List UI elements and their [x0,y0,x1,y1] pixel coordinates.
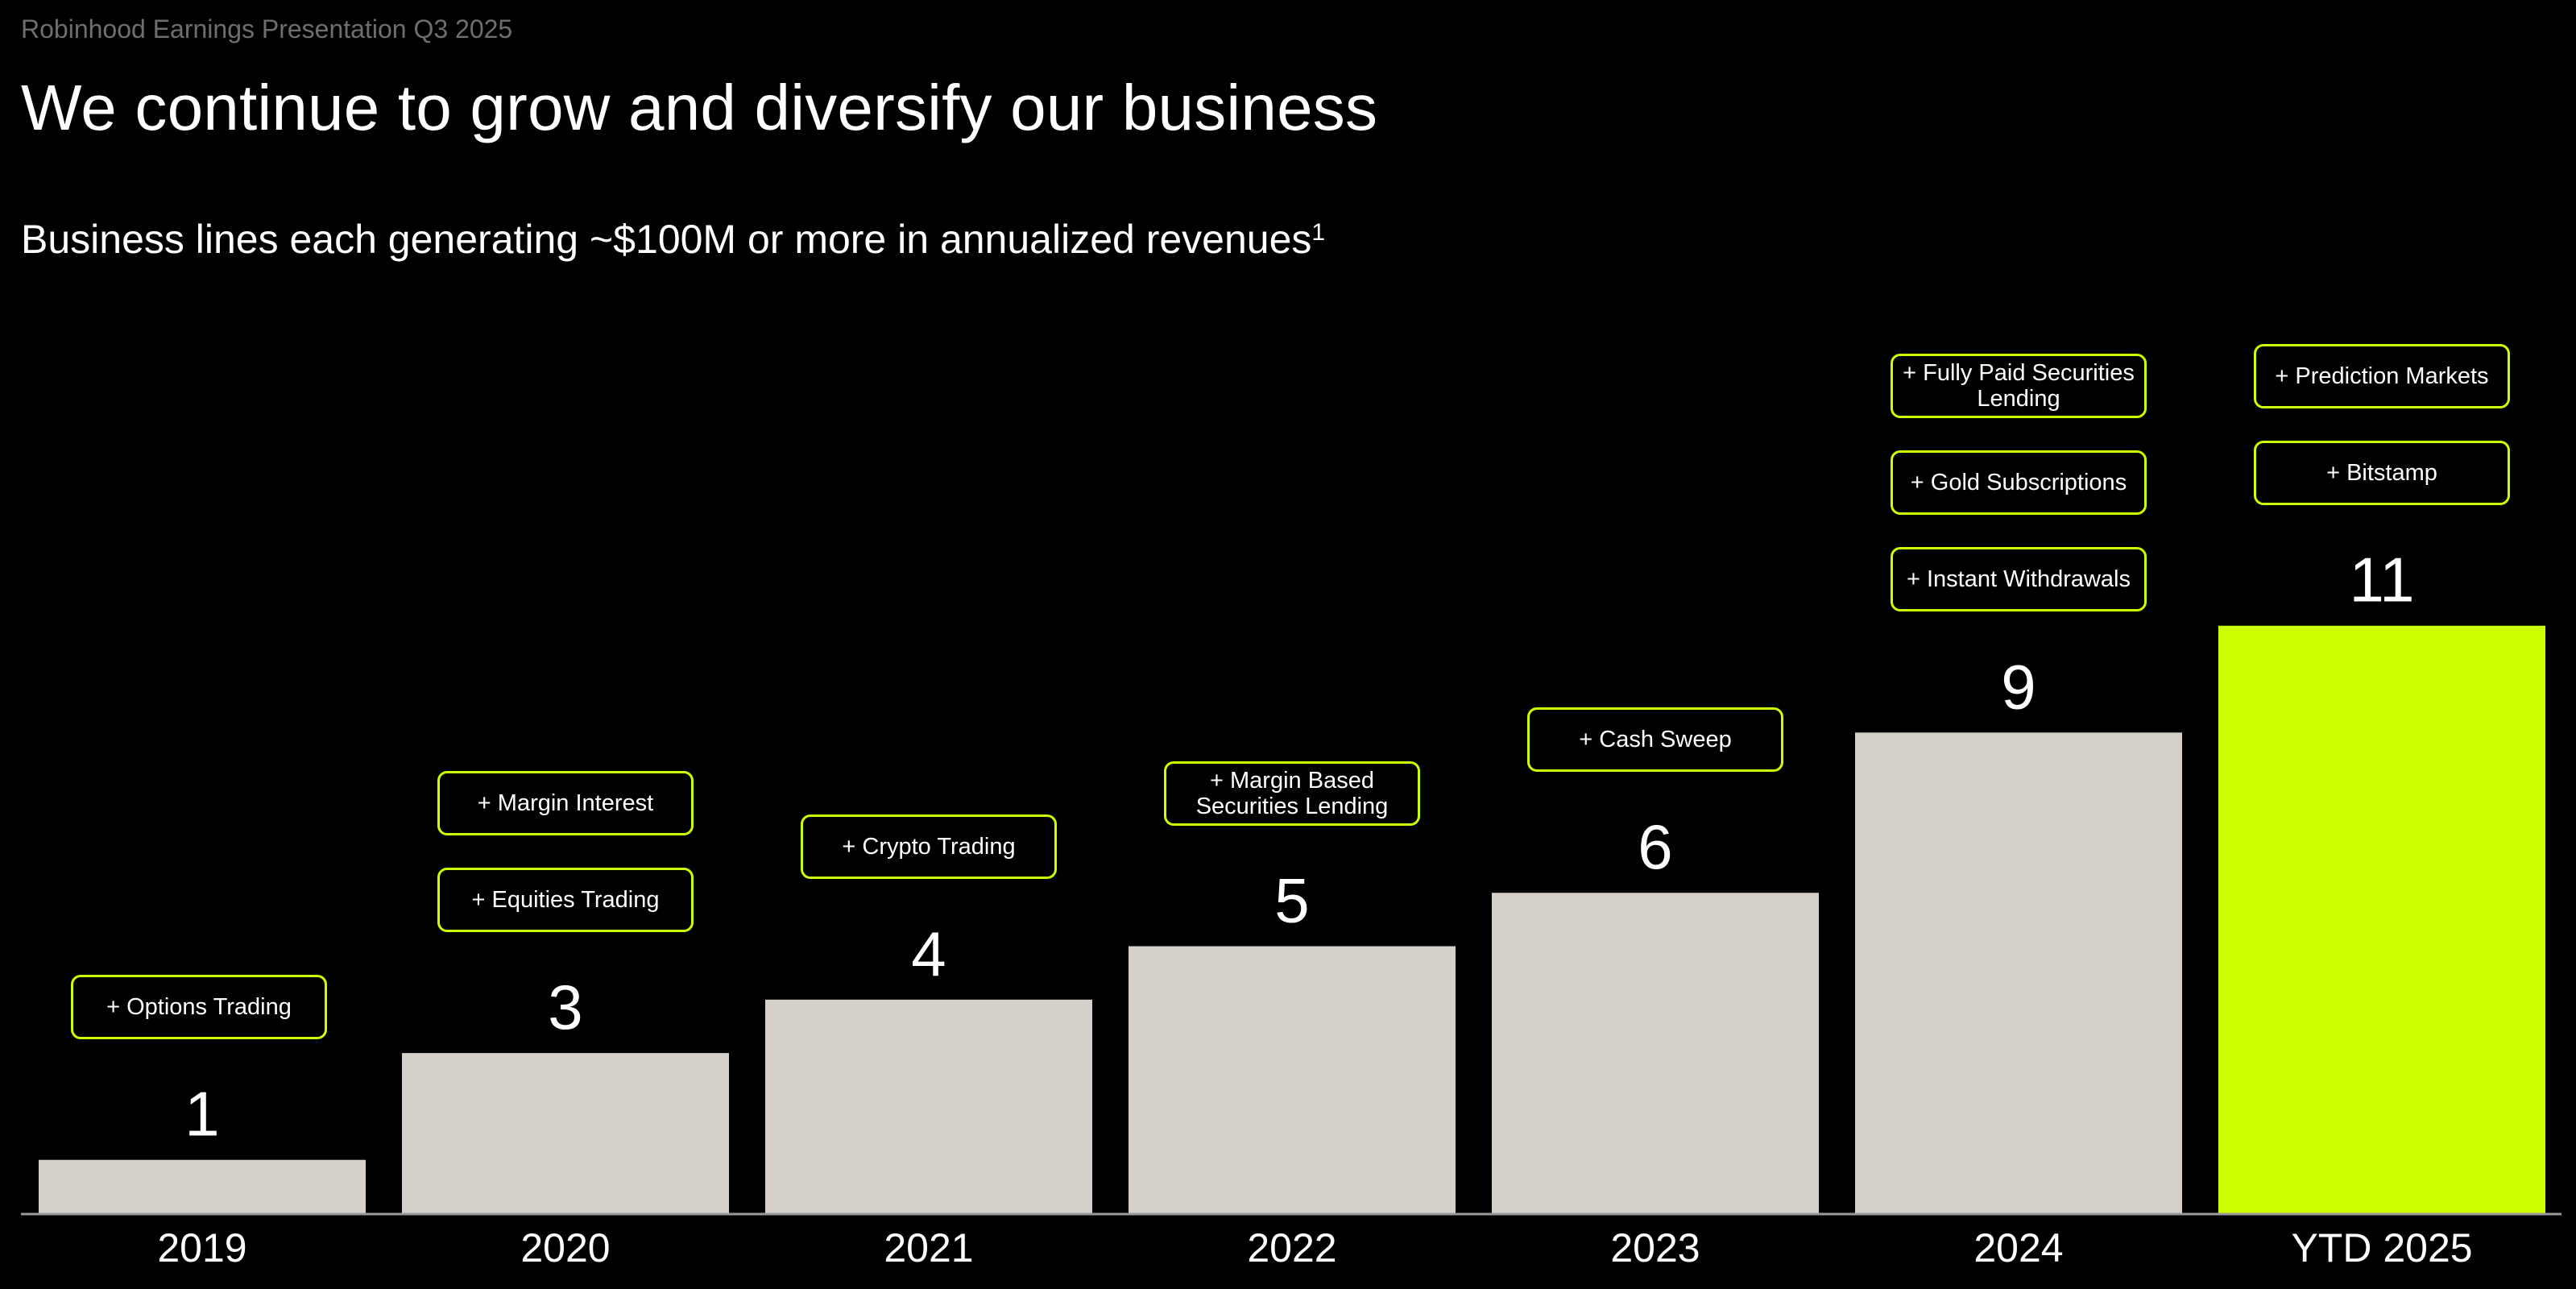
annotation-pill-label: + Margin Interest [477,790,654,817]
annotation-pill-label: + Bitstamp [2326,459,2437,486]
annotation-pill: + Equities Trading [437,868,694,933]
value-label-2022: 5 [1274,865,1309,936]
annotation-pill-label: + Fully Paid Securities Lending [1903,360,2135,412]
annotation-pill: + Prediction Markets [2254,343,2510,408]
annotation-pill-label: + Equities Trading [471,887,660,914]
presentation-label: Robinhood Earnings Presentation Q3 2025 [21,15,513,44]
category-label-2024: 2024 [1973,1225,2063,1270]
annotation-pill-label: + Options Trading [106,993,292,1020]
annotation-pill-label: + Crypto Trading [842,833,1016,860]
page-title: We continue to grow and diversify our bu… [21,72,1378,143]
category-label-2022: 2022 [1247,1225,1336,1270]
value-label-2024: 9 [2001,651,2036,722]
annotation-pill: + Options Trading [71,974,327,1039]
bar-2019 [39,1159,366,1213]
annotation-pill-label: + Gold Subscriptions [1910,470,2127,496]
subtitle-footnote: 1 [1311,219,1326,246]
annotation-pill-label: + Prediction Markets [2275,363,2489,389]
annotation-pill-label: + Cash Sweep [1579,727,1732,753]
bar-2022 [1129,946,1456,1213]
value-label-2023: 6 [1638,811,1672,882]
annotation-pill: + Margin Interest [437,771,694,836]
annotation-pill: + Instant Withdrawals [1891,547,2147,612]
bar-ytd-2025 [2218,625,2545,1213]
bar-2021 [765,999,1092,1213]
annotation-pill: + Fully Paid Securities Lending [1891,354,2147,419]
annotation-pill: + Bitstamp [2254,440,2510,505]
annotation-pill-label: + Margin Based Securities Lending [1195,767,1389,819]
category-label-2021: 2021 [884,1225,973,1270]
value-label-2020: 3 [548,972,582,1042]
annotation-pill: + Margin Based Securities Lending [1164,761,1420,826]
bar-2024 [1855,732,2182,1213]
annotation-pill: + Crypto Trading [801,814,1057,879]
category-label-ytd-2025: YTD 2025 [2291,1225,2472,1270]
value-label-2021: 4 [911,918,946,989]
annotation-pill: + Cash Sweep [1527,707,1783,773]
value-label-2019: 1 [184,1079,219,1150]
subtitle-text: Business lines each generating ~$100M or… [21,217,1312,262]
bar-2023 [1492,893,1819,1213]
category-label-2023: 2023 [1610,1225,1700,1270]
chart-subtitle: Business lines each generating ~$100M or… [21,216,1325,263]
annotation-pill: + Gold Subscriptions [1891,450,2147,516]
value-label-ytd-2025: 11 [2350,545,2415,615]
bar-2020 [402,1053,729,1213]
category-label-2019: 2019 [157,1225,246,1270]
annotation-pill-label: + Instant Withdrawals [1906,566,2131,593]
category-label-2020: 2020 [520,1225,610,1270]
